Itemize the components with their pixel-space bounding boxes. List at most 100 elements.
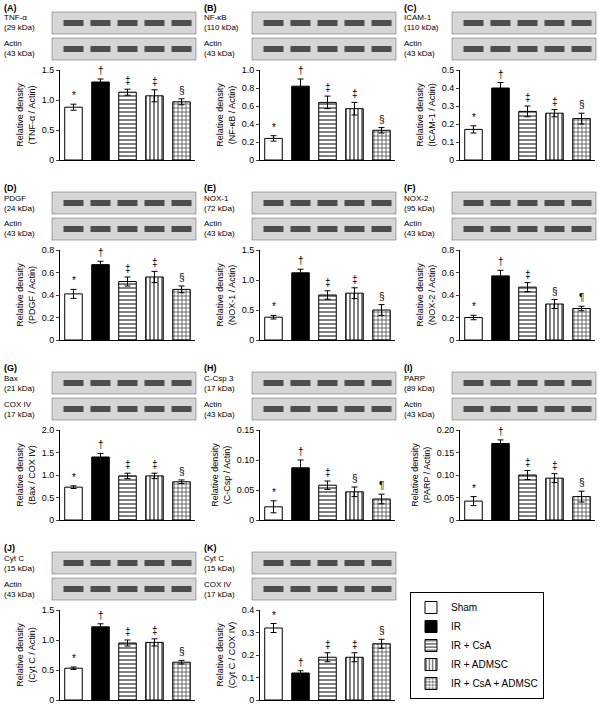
svg-text:1.5: 1.5 [42, 448, 55, 458]
svg-text:NOX-1(72 kDa): NOX-1(72 kDa) [204, 194, 235, 213]
svg-text:0: 0 [249, 515, 254, 525]
svg-text:Relative density(NOX-2 / Actin: Relative density(NOX-2 / Actin) [415, 263, 437, 327]
svg-text:0.05: 0.05 [237, 485, 255, 495]
svg-text:†: † [98, 65, 104, 76]
svg-text:0: 0 [249, 155, 254, 165]
svg-text:†: † [498, 256, 504, 267]
svg-text:‡: ‡ [552, 460, 558, 471]
svg-text:(E): (E) [204, 183, 216, 193]
svg-text:‡: ‡ [352, 274, 358, 285]
svg-text:1.5: 1.5 [42, 605, 55, 615]
svg-text:0.1: 0.1 [442, 137, 455, 147]
svg-text:Cyt C(15 kDa): Cyt C(15 kDa) [204, 554, 235, 573]
svg-text:PDGF(24 kDa): PDGF(24 kDa) [4, 194, 35, 213]
svg-text:0.4: 0.4 [442, 83, 455, 93]
svg-text:0: 0 [49, 155, 54, 165]
svg-text:Actin(43 kDa): Actin(43 kDa) [4, 219, 35, 238]
svg-text:IR: IR [451, 621, 461, 632]
svg-text:0.6: 0.6 [42, 268, 55, 278]
svg-text:0.5: 0.5 [442, 65, 455, 75]
svg-text:(J): (J) [4, 543, 15, 553]
svg-text:‡: ‡ [125, 263, 131, 274]
svg-text:0.2: 0.2 [42, 313, 55, 323]
svg-text:0.05: 0.05 [437, 493, 455, 503]
svg-text:*: * [272, 487, 276, 498]
svg-text:1.5: 1.5 [242, 245, 255, 255]
svg-text:*: * [72, 653, 76, 664]
svg-text:§: § [379, 114, 385, 125]
svg-text:‡: ‡ [525, 457, 531, 468]
svg-text:0.8: 0.8 [42, 245, 55, 255]
svg-text:(I): (I) [404, 363, 413, 373]
svg-text:Relative density(NOX-1 / Actin: Relative density(NOX-1 / Actin) [215, 263, 237, 327]
svg-text:Bax(21 kDa): Bax(21 kDa) [4, 374, 35, 393]
svg-text:‡: ‡ [525, 92, 531, 103]
svg-text:*: * [72, 275, 76, 286]
svg-text:0.6: 0.6 [442, 268, 455, 278]
svg-text:0.5: 0.5 [42, 125, 55, 135]
svg-text:†: † [98, 439, 104, 450]
svg-text:Relative density(Bax / COX IV): Relative density(Bax / COX IV) [15, 443, 37, 507]
svg-text:¶: ¶ [579, 292, 584, 303]
svg-text:IR + CsA + ADMSC: IR + CsA + ADMSC [451, 678, 538, 689]
svg-text:Actin(43 kDa): Actin(43 kDa) [404, 400, 435, 419]
svg-text:C-Csp 3(17 kDa): C-Csp 3(17 kDa) [204, 374, 235, 393]
svg-text:0: 0 [249, 335, 254, 345]
svg-text:*: * [472, 483, 476, 494]
svg-text:0: 0 [49, 515, 54, 525]
svg-text:§: § [179, 646, 185, 657]
svg-text:NF-κB(110 kDa): NF-κB(110 kDa) [204, 13, 239, 32]
svg-text:§: § [179, 85, 185, 96]
svg-text:†: † [298, 65, 304, 76]
svg-text:§: § [179, 272, 185, 283]
svg-text:Relative density(Cyt C / COX I: Relative density(Cyt C / COX IV) [215, 622, 237, 689]
svg-text:Actin(43 kDa): Actin(43 kDa) [404, 39, 435, 58]
svg-text:†: † [298, 446, 304, 457]
svg-text:§: § [552, 286, 558, 297]
svg-text:0.6: 0.6 [242, 101, 255, 111]
svg-text:1.0: 1.0 [242, 275, 255, 285]
svg-text:IR + CsA: IR + CsA [451, 640, 492, 651]
svg-text:(B): (B) [204, 3, 217, 13]
svg-text:(K): (K) [204, 543, 217, 553]
svg-text:‡: ‡ [152, 625, 158, 636]
svg-text:ICAM-1(110 kDa): ICAM-1(110 kDa) [404, 13, 439, 32]
svg-text:*: * [472, 301, 476, 312]
svg-text:‡: ‡ [152, 459, 158, 470]
svg-text:2.0: 2.0 [42, 425, 55, 435]
svg-text:0: 0 [449, 155, 454, 165]
svg-text:0.5: 0.5 [242, 305, 255, 315]
svg-text:*: * [72, 90, 76, 101]
svg-text:(D): (D) [4, 183, 17, 193]
svg-text:Actin(43 kDa): Actin(43 kDa) [4, 39, 35, 58]
svg-text:*: * [72, 472, 76, 483]
svg-text:‡: ‡ [325, 467, 331, 478]
svg-text:Relative density(Cyt C / Actin: Relative density(Cyt C / Actin) [15, 623, 37, 687]
svg-text:0.3: 0.3 [442, 101, 455, 111]
svg-text:(G): (G) [4, 363, 17, 373]
svg-text:§: § [379, 625, 385, 636]
svg-text:1.0: 1.0 [242, 65, 255, 75]
svg-text:Cyt C(15 kDa): Cyt C(15 kDa) [4, 554, 35, 573]
svg-text:0.5: 0.5 [42, 665, 55, 675]
svg-text:Sham: Sham [451, 602, 477, 613]
svg-text:0.10: 0.10 [237, 455, 255, 465]
svg-text:(A): (A) [4, 3, 17, 13]
svg-text:Relative density(PDGF / Actin): Relative density(PDGF / Actin) [15, 263, 37, 327]
svg-text:Actin(43 kDa): Actin(43 kDa) [404, 219, 435, 238]
svg-text:0.8: 0.8 [442, 245, 455, 255]
svg-text:§: § [379, 291, 385, 302]
svg-text:0: 0 [449, 515, 454, 525]
svg-text:*: * [472, 112, 476, 123]
svg-text:Relative density(ICAM-1 / Acti: Relative density(ICAM-1 / Actin) [415, 83, 437, 147]
svg-text:0.5: 0.5 [42, 493, 55, 503]
svg-text:1.0: 1.0 [42, 635, 55, 645]
svg-text:0.8: 0.8 [242, 83, 255, 93]
svg-text:§: § [179, 466, 185, 477]
svg-text:‡: ‡ [552, 96, 558, 107]
svg-text:0: 0 [49, 335, 54, 345]
svg-text:*: * [272, 122, 276, 133]
svg-text:§: § [352, 473, 358, 484]
svg-text:‡: ‡ [352, 639, 358, 650]
svg-text:†: † [98, 610, 104, 621]
